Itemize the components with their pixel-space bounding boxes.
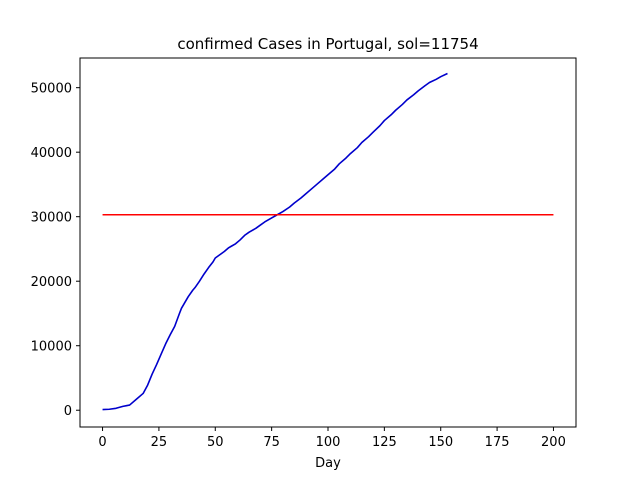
y-tick-label: 0	[64, 404, 72, 419]
x-tick-label: 125	[372, 435, 397, 450]
x-tick-label: 50	[207, 435, 224, 450]
x-tick-label: 175	[485, 435, 510, 450]
y-axis-ticks: 0 10000 20000 30000 40000 50000	[31, 82, 80, 419]
chart-title: confirmed Cases in Portugal, sol=11754	[177, 35, 478, 53]
x-tick-label: 75	[263, 435, 280, 450]
x-axis-ticks: 0 25 50 75 100 125 150 175 200	[98, 427, 566, 450]
y-tick-label: 40000	[31, 146, 72, 161]
x-axis-label: Day	[315, 456, 341, 471]
x-tick-label: 25	[151, 435, 168, 450]
plot-lines	[102, 72, 554, 411]
plot-frame	[79, 57, 577, 428]
x-tick-label: 150	[428, 435, 453, 450]
y-tick-label: 10000	[31, 340, 72, 355]
y-tick-label: 50000	[31, 82, 72, 97]
x-tick-label: 200	[541, 435, 566, 450]
x-tick-label: 0	[98, 435, 106, 450]
x-tick-label: 100	[316, 435, 341, 450]
series-line-0	[102, 72, 448, 411]
y-tick-label: 30000	[31, 211, 72, 226]
y-tick-label: 20000	[31, 275, 72, 290]
